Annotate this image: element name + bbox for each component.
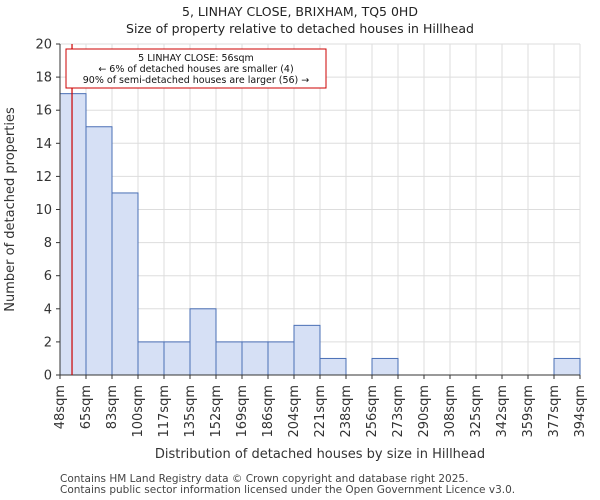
x-tick-label: 169sqm — [235, 385, 250, 438]
histogram-bar — [59, 93, 87, 376]
y-tick-label: 10 — [35, 203, 52, 218]
x-tick-label: 238sqm — [339, 385, 354, 438]
histogram-bar — [293, 324, 321, 376]
x-axis-label: Distribution of detached houses by size … — [155, 447, 485, 462]
histogram-bar — [163, 341, 191, 376]
annotation-line-2: ← 6% of detached houses are smaller (4) — [98, 64, 293, 75]
x-tick-label: 273sqm — [391, 385, 406, 438]
y-tick-label: 16 — [35, 104, 52, 119]
x-tick-label: 65sqm — [79, 385, 94, 429]
x-tick-label: 377sqm — [547, 385, 562, 438]
x-tick-label: 186sqm — [261, 385, 276, 438]
x-tick-label: 100sqm — [131, 385, 146, 438]
x-tick-label: 308sqm — [443, 385, 458, 438]
x-tick-label: 204sqm — [287, 385, 302, 438]
x-tick-label: 117sqm — [157, 385, 172, 438]
y-tick-label: 14 — [35, 137, 52, 152]
annotation-box — [65, 48, 327, 89]
x-tick-label: 256sqm — [365, 385, 380, 438]
histogram-bar — [371, 357, 399, 376]
y-axis-label: Number of detached properties — [3, 107, 18, 312]
y-tick-label: 6 — [44, 269, 52, 284]
x-tick-label: 48sqm — [53, 385, 68, 429]
histogram-bar — [215, 341, 243, 376]
x-tick-label: 83sqm — [105, 385, 120, 429]
y-tick-label: 12 — [35, 170, 52, 185]
histogram-bar — [85, 126, 113, 376]
x-tick-label: 221sqm — [313, 385, 328, 438]
x-tick-label: 325sqm — [469, 385, 484, 438]
histogram-bar — [241, 341, 269, 376]
y-tick-label: 0 — [44, 369, 52, 384]
y-tick-label: 8 — [44, 236, 52, 251]
y-tick-label: 2 — [44, 335, 52, 350]
x-tick-label: 394sqm — [573, 385, 588, 438]
x-tick-label: 290sqm — [417, 385, 432, 438]
chart-subtitle: Size of property relative to detached ho… — [126, 21, 474, 36]
histogram-bar — [267, 341, 295, 376]
histogram-bar — [111, 192, 139, 376]
histogram-bar — [137, 341, 165, 376]
x-tick-label: 152sqm — [209, 385, 224, 438]
annotation-line-3: 90% of semi-detached houses are larger (… — [83, 75, 310, 86]
chart-title: 5, LINHAY CLOSE, BRIXHAM, TQ5 0HD — [182, 4, 418, 19]
x-tick-label: 135sqm — [183, 385, 198, 438]
y-tick-label: 20 — [35, 38, 52, 53]
histogram-bar — [319, 357, 347, 376]
y-tick-label: 18 — [35, 71, 52, 86]
histogram-bar — [189, 308, 217, 376]
y-tick-label: 4 — [44, 302, 52, 317]
footer-line-2: Contains public sector information licen… — [60, 484, 516, 496]
x-tick-label: 359sqm — [521, 385, 536, 438]
footer-line-1: Contains HM Land Registry data © Crown c… — [60, 473, 469, 485]
x-tick-label: 342sqm — [495, 385, 510, 438]
annotation-line-1: 5 LINHAY CLOSE: 56sqm — [138, 53, 254, 64]
histogram-bar — [553, 357, 581, 376]
